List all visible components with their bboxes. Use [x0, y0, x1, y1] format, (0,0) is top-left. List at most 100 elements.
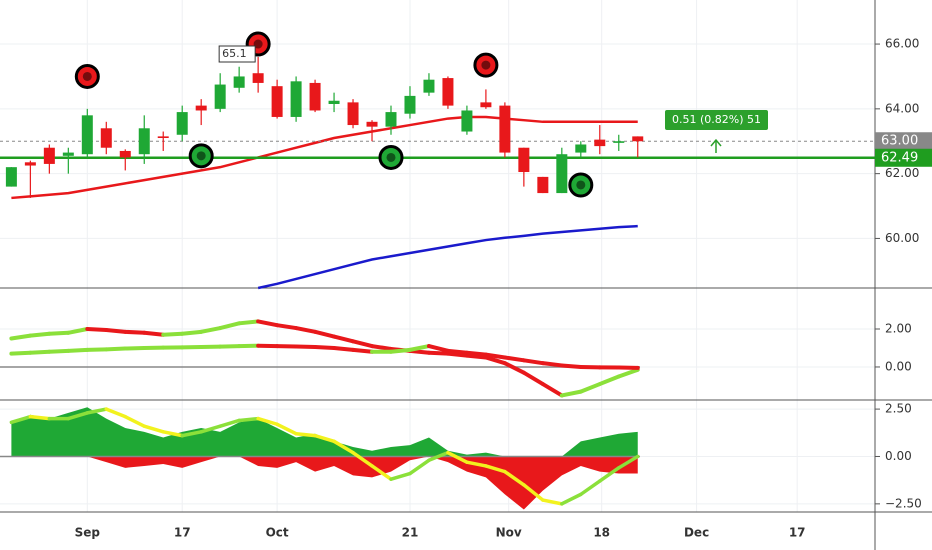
line-segment: [578, 382, 602, 394]
y-tick-label: 66.00: [885, 37, 919, 51]
line-segment: [598, 466, 621, 483]
candle-body: [252, 73, 264, 83]
x-tick-label: Sep: [75, 526, 101, 540]
candle-body: [613, 141, 625, 143]
line-segment: [559, 389, 583, 398]
line-segment: [560, 492, 583, 506]
candle-body: [594, 139, 606, 147]
line-segment: [313, 329, 337, 339]
line-segment: [332, 439, 355, 455]
line-segment: [180, 430, 203, 438]
line-segment: [9, 414, 33, 425]
line-segment: [521, 358, 545, 366]
candle-body: [385, 112, 397, 127]
line-segment: [446, 450, 469, 464]
line-segment: [521, 370, 545, 387]
x-tick-label: 18: [593, 526, 610, 540]
line-segment: [256, 416, 279, 427]
line-segment: [408, 458, 431, 476]
candle-body: [5, 167, 17, 187]
candle-body: [575, 144, 587, 153]
line-segment: [218, 344, 242, 349]
candle-body: [233, 76, 245, 88]
candle-body: [138, 128, 150, 155]
line-segment: [123, 329, 147, 335]
candle-body: [556, 154, 568, 194]
price-label-box: [875, 132, 932, 151]
line-segment: [370, 344, 393, 351]
line-segment: [9, 350, 33, 356]
line-segment: [597, 374, 621, 387]
price-tag-box: [218, 45, 256, 63]
histogram-area: [11, 456, 638, 510]
candle-body: [195, 105, 207, 111]
candle-body: [271, 86, 283, 117]
line-segment: [351, 450, 374, 468]
line-segment: [445, 348, 469, 355]
y-tick-label: 60.00: [885, 231, 919, 245]
signal-marker-core: [481, 60, 491, 70]
line-segment: [617, 454, 640, 470]
candle-body: [480, 102, 492, 108]
y-tick-label: −2.50: [885, 496, 922, 510]
signal-marker-core: [253, 39, 263, 49]
candle-body: [100, 128, 112, 148]
y-tick-label: 0.00: [885, 449, 912, 463]
line-segment: [237, 319, 261, 326]
line-segment: [123, 345, 147, 351]
line-segment: [332, 345, 356, 352]
line-segment: [294, 431, 317, 438]
line-segment: [313, 345, 337, 350]
candle-body: [423, 79, 435, 93]
candle-body: [290, 81, 302, 117]
price-label: 63.00: [881, 134, 918, 149]
line-segment: [370, 464, 393, 481]
candle-body: [176, 112, 188, 135]
line-segment: [275, 323, 299, 331]
candle-body: [499, 105, 511, 153]
line-segment: [502, 355, 526, 363]
line-segment: [199, 424, 222, 434]
moving-average: [11, 115, 638, 200]
candle-body: [632, 136, 644, 142]
y-tick-label: 2.00: [885, 322, 912, 336]
y-tick-label: 2.50: [885, 402, 912, 416]
signal-marker-core: [576, 180, 586, 190]
line-segment: [123, 414, 147, 428]
candle-body: [81, 115, 93, 155]
line-segment: [85, 347, 109, 352]
line-segment: [483, 352, 507, 360]
histogram-area: [11, 407, 638, 457]
line-segment: [559, 363, 583, 369]
line-segment: [9, 333, 33, 341]
annotation-arrow: [710, 138, 722, 153]
candle-body: [328, 100, 340, 104]
x-tick-label: 21: [402, 526, 419, 540]
line-segment: [28, 349, 52, 355]
line-segment: [616, 367, 640, 379]
candle-body: [119, 150, 131, 158]
line-segment: [66, 347, 90, 353]
annotation: 0.51 (0.82%) 51: [672, 113, 761, 126]
line-segment: [47, 330, 71, 336]
line-segment: [503, 469, 526, 487]
line-segment: [180, 329, 204, 336]
signal-marker-core: [196, 151, 206, 161]
line-segment: [426, 350, 450, 356]
x-tick-label: Nov: [496, 526, 522, 540]
line-segment: [218, 321, 242, 331]
line-segment: [47, 348, 71, 354]
candle-body: [24, 162, 36, 166]
candle-body: [404, 95, 416, 114]
candle-body: [442, 78, 454, 106]
line-segment: [484, 464, 507, 474]
line-segment: [199, 326, 223, 334]
line-segment: [541, 498, 564, 506]
candle-body: [43, 147, 55, 164]
x-tick-label: Dec: [684, 526, 709, 540]
line-segment: [85, 327, 109, 332]
line-segment: [351, 347, 375, 354]
line-segment: [388, 347, 412, 354]
candle-body: [461, 110, 473, 132]
